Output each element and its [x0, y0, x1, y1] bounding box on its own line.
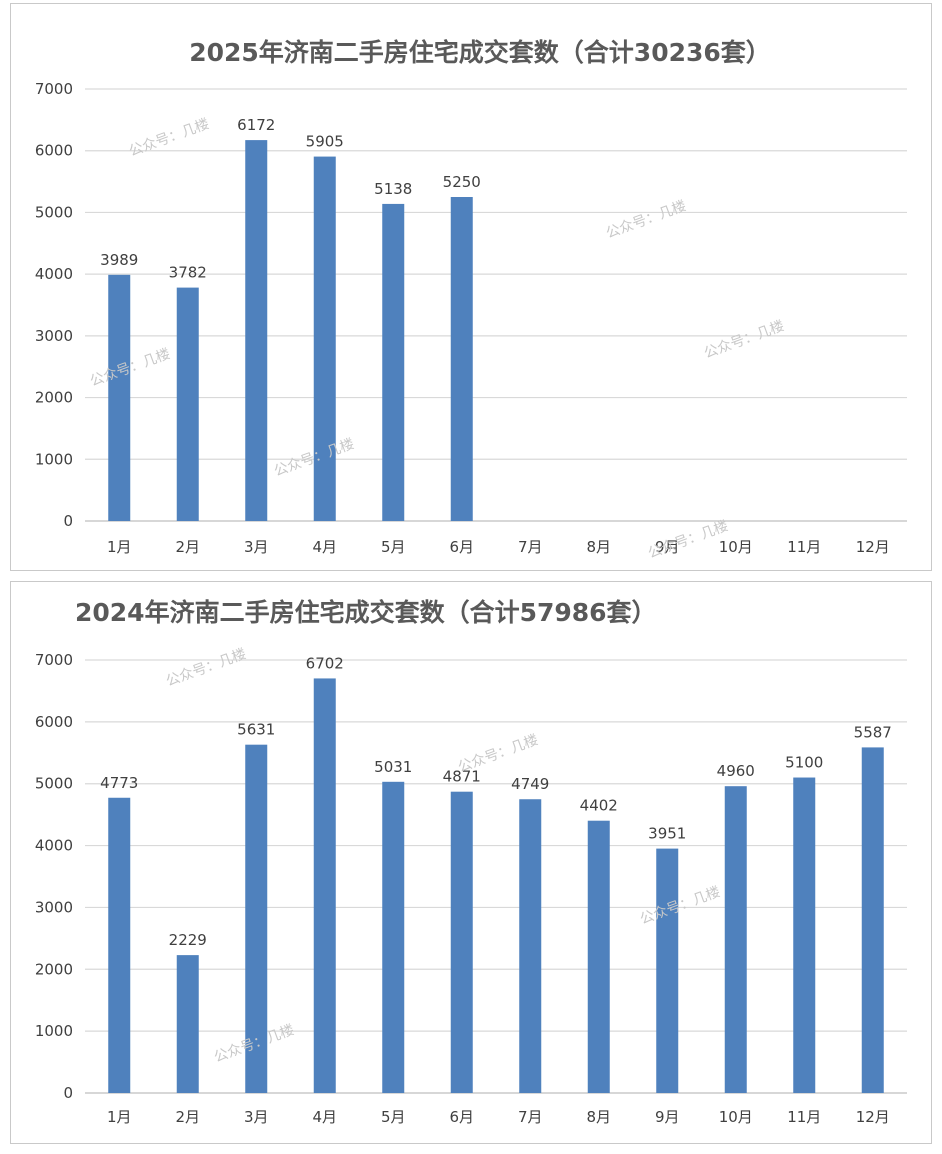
data-label: 2229 — [169, 931, 207, 949]
x-tick-label: 12月 — [856, 538, 890, 556]
x-tick-label: 2月 — [175, 538, 200, 556]
x-tick-label: 4月 — [312, 538, 337, 556]
data-label: 6172 — [237, 116, 275, 134]
bar-9月 — [656, 848, 679, 1093]
bar-5月 — [382, 203, 405, 522]
data-label: 4749 — [511, 775, 549, 793]
y-tick-label: 0 — [63, 512, 73, 530]
bar-11月 — [793, 777, 816, 1093]
chart-panel-2025: 2025年济南二手房住宅成交套数（合计30236套） 0 1000 2000 3000 4… — [10, 3, 932, 571]
y-tick-label: 0 — [63, 1084, 73, 1102]
bar-4月 — [313, 678, 336, 1093]
y-tick-label: 3000 — [35, 898, 73, 916]
x-tick-label: 3月 — [244, 1108, 269, 1126]
chart-title: 2025年济南二手房住宅成交套数（合计30236套） — [189, 38, 771, 67]
x-tick-label: 12月 — [856, 1108, 890, 1126]
data-label: 3989 — [100, 251, 138, 269]
x-tick-label: 9月 — [655, 538, 680, 556]
y-tick-label: 1000 — [35, 1022, 73, 1040]
x-tick-label: 7月 — [518, 1108, 543, 1126]
y-tick-label: 3000 — [35, 327, 73, 345]
bar-10月 — [724, 786, 747, 1093]
chart-2024: 2024年济南二手房住宅成交套数（合计57986套） 0 1000 2000 3000 4… — [35, 598, 907, 1126]
y-tick-label: 4000 — [35, 265, 73, 283]
bar-8月 — [587, 820, 610, 1093]
x-tick-label: 9月 — [655, 1108, 680, 1126]
data-label: 5250 — [443, 173, 481, 191]
chart-2025: 2025年济南二手房住宅成交套数（合计30236套） 0 1000 2000 3000 4… — [35, 38, 907, 556]
y-tick-label: 5000 — [35, 775, 73, 793]
data-label: 4960 — [717, 762, 755, 780]
bar-6月 — [450, 791, 473, 1093]
x-tick-label: 5月 — [381, 538, 406, 556]
data-label: 3951 — [648, 825, 686, 843]
data-label: 5631 — [237, 721, 275, 739]
x-tick-label: 1月 — [107, 1108, 132, 1126]
bar-3月 — [245, 140, 268, 521]
bar-7月 — [519, 799, 542, 1093]
bar-6月 — [450, 197, 473, 521]
data-label: 5905 — [306, 133, 344, 151]
x-tick-label: 11月 — [787, 1108, 821, 1126]
chart-panel-2024: 2024年济南二手房住宅成交套数（合计57986套） 0 1000 2000 3000 4… — [10, 581, 932, 1144]
bar-1月 — [108, 274, 131, 521]
x-tick-label: 10月 — [719, 538, 753, 556]
bar-2月 — [176, 287, 199, 521]
data-label: 5587 — [854, 723, 892, 741]
data-label: 6702 — [306, 654, 344, 672]
x-tick-label: 8月 — [586, 538, 611, 556]
x-tick-label: 11月 — [787, 538, 821, 556]
data-label: 4871 — [443, 768, 481, 786]
x-tick-label: 8月 — [586, 1108, 611, 1126]
y-tick-label: 4000 — [35, 837, 73, 855]
y-tick-label: 2000 — [35, 960, 73, 978]
data-label: 5100 — [785, 754, 823, 772]
data-label: 3782 — [169, 264, 207, 282]
bar-12月 — [861, 747, 884, 1093]
x-tick-label: 3月 — [244, 538, 269, 556]
bar-2月 — [176, 955, 199, 1093]
y-tick-label: 6000 — [35, 713, 73, 731]
x-tick-label: 5月 — [381, 1108, 406, 1126]
x-tick-label: 4月 — [312, 1108, 337, 1126]
data-label: 4402 — [580, 797, 618, 815]
y-tick-label: 7000 — [35, 80, 73, 98]
bar-4月 — [313, 156, 336, 521]
bar-3月 — [245, 744, 268, 1093]
data-label: 5138 — [374, 180, 412, 198]
y-tick-label: 7000 — [35, 651, 73, 669]
chart-title: 2024年济南二手房住宅成交套数（合计57986套） — [75, 598, 657, 627]
x-tick-label: 2月 — [175, 1108, 200, 1126]
bar-1月 — [108, 797, 131, 1093]
x-tick-label: 6月 — [449, 1108, 474, 1126]
y-tick-label: 1000 — [35, 450, 73, 468]
y-tick-label: 2000 — [35, 389, 73, 407]
x-tick-label: 1月 — [107, 538, 132, 556]
data-label: 5031 — [374, 758, 412, 776]
y-tick-label: 6000 — [35, 142, 73, 160]
y-tick-label: 5000 — [35, 203, 73, 221]
bar-5月 — [382, 781, 405, 1093]
x-tick-label: 6月 — [449, 538, 474, 556]
data-label: 4773 — [100, 774, 138, 792]
x-tick-label: 7月 — [518, 538, 543, 556]
x-tick-label: 10月 — [719, 1108, 753, 1126]
